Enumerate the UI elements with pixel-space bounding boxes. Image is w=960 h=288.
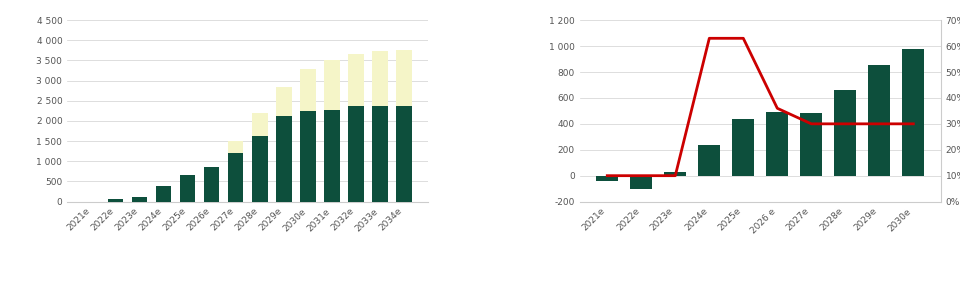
Bar: [664, 172, 686, 176]
Bar: [204, 167, 220, 202]
Bar: [348, 106, 364, 202]
Bar: [868, 65, 890, 176]
Bar: [108, 199, 123, 202]
Bar: [324, 60, 340, 111]
Bar: [396, 106, 412, 202]
Bar: [372, 106, 388, 202]
Bar: [396, 50, 412, 106]
Bar: [766, 112, 788, 176]
Bar: [180, 175, 196, 202]
Bar: [276, 88, 292, 116]
Bar: [834, 90, 856, 176]
Bar: [801, 113, 823, 176]
Bar: [228, 153, 244, 202]
Bar: [252, 113, 268, 136]
Bar: [698, 145, 720, 176]
Bar: [276, 116, 292, 202]
Bar: [630, 176, 653, 189]
Bar: [732, 119, 755, 176]
Bar: [156, 186, 172, 202]
Bar: [300, 111, 316, 202]
Bar: [372, 51, 388, 106]
Bar: [252, 136, 268, 202]
Bar: [902, 49, 924, 176]
Bar: [228, 141, 244, 153]
Bar: [132, 197, 147, 202]
Bar: [348, 54, 364, 106]
Bar: [596, 176, 618, 181]
Bar: [300, 69, 316, 111]
Bar: [324, 111, 340, 202]
